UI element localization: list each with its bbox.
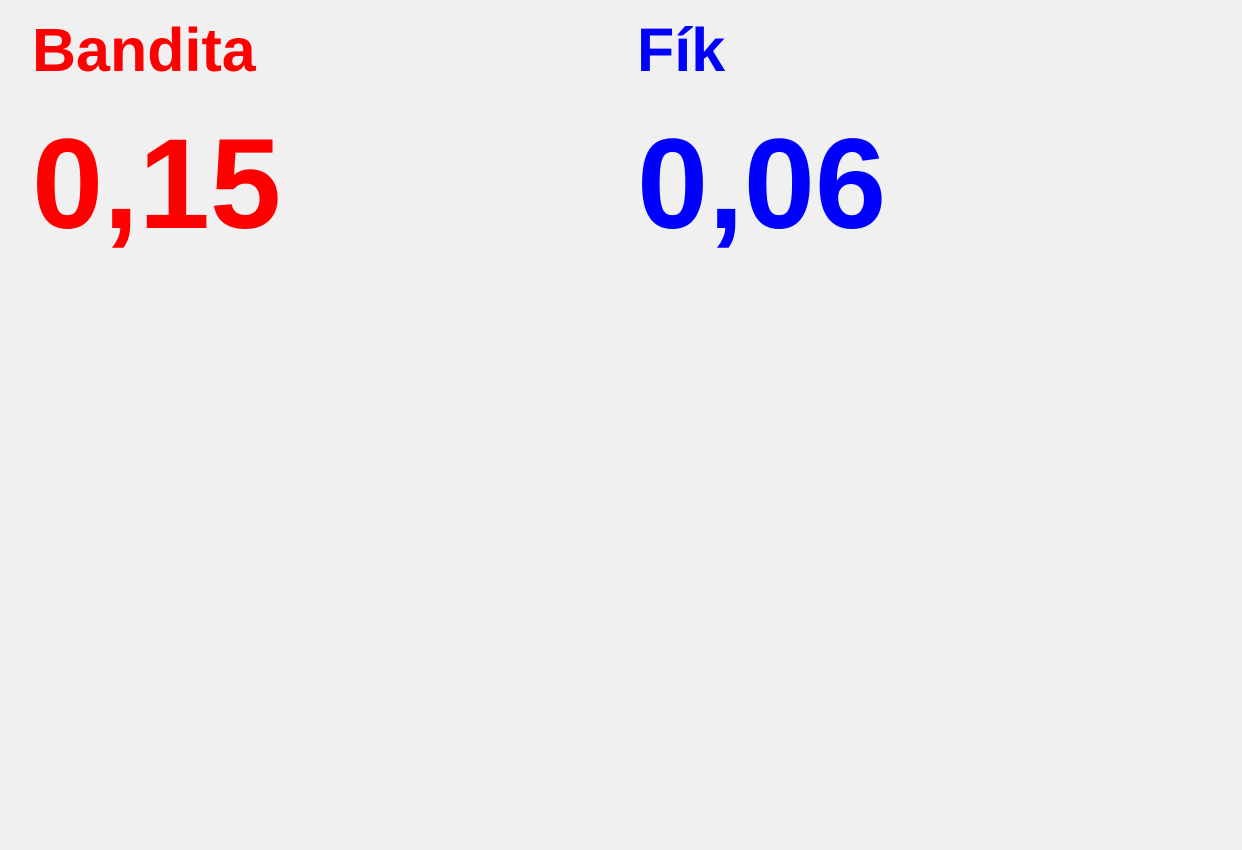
player-value: 0,15 — [32, 113, 282, 256]
player-name: Fík — [637, 16, 726, 84]
player-name: Bandita — [32, 16, 256, 84]
player-value: 0,06 — [637, 113, 887, 256]
